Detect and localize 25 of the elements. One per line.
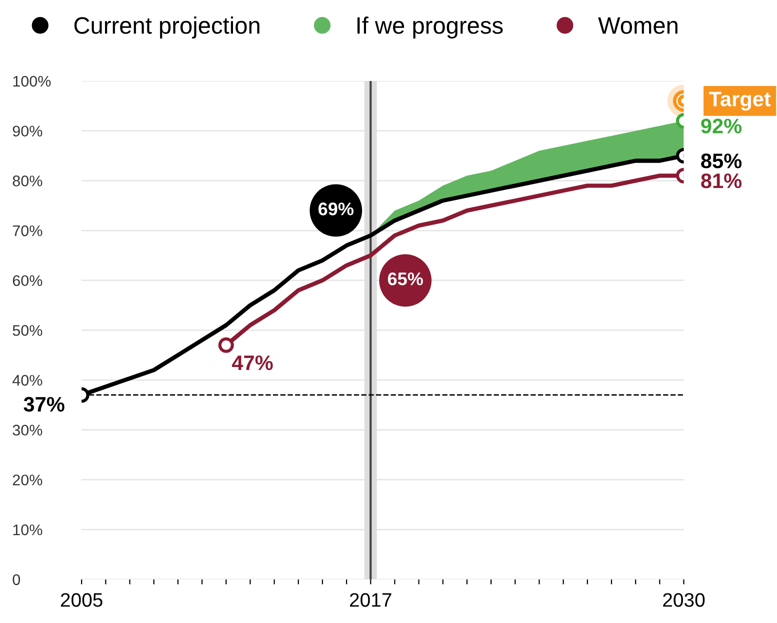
y-tick-label: 40%	[12, 374, 42, 386]
legend-label: If we progress	[357, 16, 503, 39]
x-tick-label: 2030	[663, 593, 705, 607]
y-tick-label: 100%	[13, 76, 51, 87]
y-tick-label: 80%	[12, 176, 42, 186]
annotation: 92%	[701, 118, 742, 134]
x-tick-label: 2005	[60, 593, 102, 607]
y-tick-label: 60%	[12, 275, 42, 286]
y-tick-label: 0	[12, 574, 20, 586]
y-tick-label: 50%	[12, 325, 42, 336]
annotation: 47%	[232, 355, 273, 370]
y-tick-label: 90%	[12, 126, 42, 137]
y-tick-label: 20%	[12, 474, 42, 486]
y-tick-label: 70%	[12, 225, 42, 236]
annotation: 37%	[24, 396, 64, 412]
annotation: Target	[708, 92, 771, 111]
annotation: 69%	[318, 202, 354, 216]
y-tick-label: 10%	[13, 524, 42, 536]
x-tick-label: 2017	[350, 593, 392, 607]
legend-label: Women	[598, 17, 678, 34]
annotation: 65%	[388, 272, 423, 286]
legend-label: Current projection	[74, 16, 260, 39]
annotation: 81%	[701, 173, 742, 188]
annotation: 85%	[701, 154, 742, 168]
y-tick-label: 30%	[12, 424, 42, 436]
